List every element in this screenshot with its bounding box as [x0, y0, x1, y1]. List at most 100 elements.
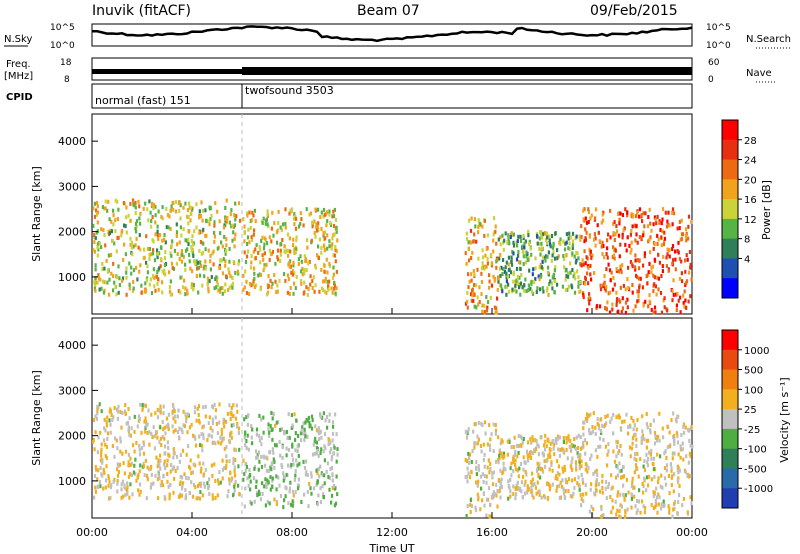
- echo-cell: [195, 259, 198, 264]
- echo-cell: [532, 448, 536, 453]
- echo-cell: [290, 270, 293, 275]
- echo-cell: [224, 251, 227, 256]
- echo-cell: [487, 300, 490, 305]
- echo-cell: [172, 465, 175, 470]
- echo-cell: [333, 253, 336, 258]
- echo-cell: [320, 245, 323, 250]
- echo-cell: [587, 266, 590, 271]
- echo-cell: [268, 433, 271, 438]
- echo-cell: [530, 252, 533, 257]
- echo-cell: [196, 496, 200, 501]
- echo-cell: [180, 427, 183, 432]
- echo-cell: [604, 306, 607, 311]
- echo-cell: [587, 413, 591, 418]
- echo-cell: [577, 483, 580, 488]
- echo-cell: [123, 409, 127, 414]
- echo-cell: [96, 450, 99, 455]
- echo-cell: [146, 264, 149, 269]
- echo-cell: [228, 481, 231, 486]
- echo-cell: [315, 446, 318, 451]
- echo-cell: [210, 213, 213, 218]
- echo-cell: [663, 476, 667, 481]
- echo-cell: [234, 479, 237, 484]
- echo-cell: [303, 271, 306, 276]
- echo-cell: [323, 473, 326, 478]
- echo-cell: [156, 248, 159, 253]
- echo-cell: [475, 305, 478, 310]
- echo-cell: [662, 242, 665, 247]
- echo-cell: [94, 485, 97, 490]
- echo-cell: [606, 452, 609, 457]
- echo-cell: [683, 289, 686, 294]
- echo-cell: [120, 233, 123, 238]
- echo-cell: [585, 491, 588, 496]
- echo-cell: [592, 472, 595, 476]
- echo-cell: [225, 249, 228, 254]
- echo-cell: [299, 254, 302, 259]
- echo-cell: [574, 276, 577, 281]
- echo-cell: [231, 476, 234, 481]
- echo-cell: [494, 310, 497, 315]
- echo-cell: [480, 292, 483, 297]
- echo-cell: [681, 279, 684, 284]
- echo-cell: [326, 461, 329, 466]
- echo-cell: [618, 509, 621, 514]
- echo-cell: [673, 502, 676, 506]
- echo-cell: [163, 425, 166, 430]
- echo-cell: [663, 236, 666, 241]
- echo-cell: [258, 245, 261, 249]
- echo-cell: [672, 507, 675, 512]
- echo-cell: [303, 492, 306, 497]
- range-tick-label: 1000: [58, 271, 86, 284]
- echo-cell: [230, 406, 233, 410]
- echo-cell: [132, 268, 136, 273]
- echo-cell: [673, 211, 676, 216]
- echo-cell: [220, 240, 223, 245]
- echo-cell: [287, 501, 290, 506]
- echo-cell: [509, 489, 512, 494]
- echo-cell: [503, 451, 506, 456]
- echo-cell: [225, 459, 228, 464]
- echo-cell: [554, 438, 557, 443]
- echo-cell: [469, 510, 472, 514]
- echo-cell: [131, 288, 134, 293]
- echo-cell: [634, 258, 637, 263]
- echo-cell: [527, 283, 530, 288]
- echo-cell: [190, 471, 193, 476]
- echo-cell: [643, 459, 646, 464]
- colorbar-swatch: [722, 139, 738, 161]
- echo-cell: [214, 408, 217, 413]
- echo-cell: [568, 246, 571, 251]
- echo-cell: [544, 258, 547, 263]
- echo-cell: [505, 260, 508, 265]
- echo-cell: [279, 252, 282, 257]
- echo-cell: [632, 214, 635, 219]
- echo-cell: [106, 415, 109, 420]
- echo-cell: [645, 273, 648, 278]
- echo-cell: [245, 464, 248, 469]
- echo-cell: [477, 256, 480, 261]
- echo-cell: [680, 447, 683, 452]
- echo-cell: [492, 422, 495, 427]
- echo-cell: [113, 280, 116, 285]
- echo-cell: [472, 429, 475, 434]
- echo-cell: [130, 461, 133, 466]
- echo-cell: [566, 480, 569, 485]
- echo-cell: [328, 244, 331, 249]
- echo-cell: [491, 475, 494, 480]
- echo-cell: [252, 213, 255, 218]
- echo-cell: [139, 221, 142, 226]
- echo-cell: [520, 239, 523, 243]
- echo-cell: [176, 414, 179, 419]
- echo-cell: [127, 460, 130, 465]
- echo-cell: [656, 233, 659, 238]
- echo-cell: [114, 284, 117, 289]
- echo-cell: [610, 510, 613, 515]
- echo-cell: [599, 417, 602, 422]
- echo-cell: [285, 472, 288, 477]
- colorbar-swatch: [722, 428, 738, 450]
- echo-cell: [629, 454, 632, 459]
- echo-cell: [659, 506, 663, 511]
